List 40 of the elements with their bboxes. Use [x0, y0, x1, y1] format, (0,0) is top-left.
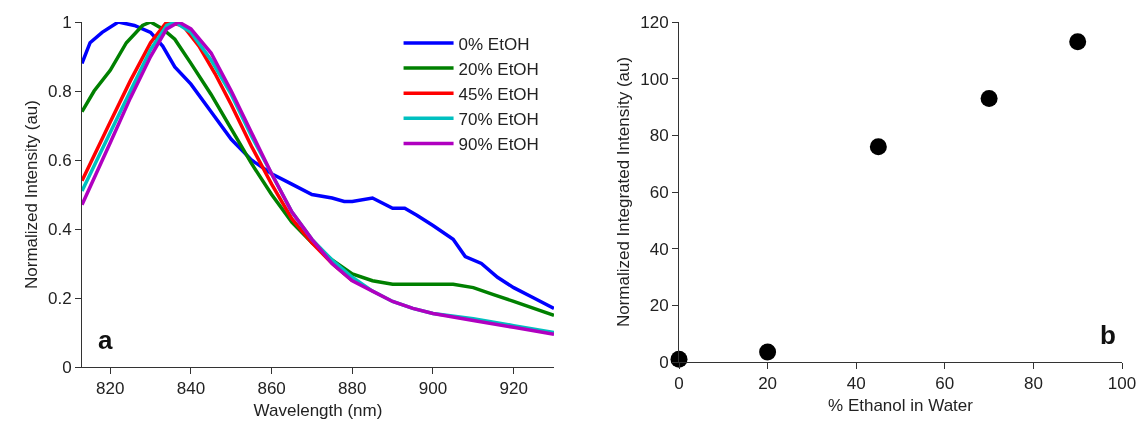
x-axis-title: % Ethanol in Water [828, 395, 974, 415]
x-tick-label: 920 [499, 379, 528, 399]
y-tick-label: 0 [659, 352, 669, 372]
x-tick-label: 900 [418, 379, 448, 399]
legend-label: 0% EtOH [458, 34, 530, 54]
x-tick-label: 860 [257, 379, 286, 399]
point [869, 138, 887, 156]
y-tick-label: 0.2 [47, 288, 72, 308]
y-tick-label: 60 [649, 182, 669, 202]
x-tick-label: 60 [935, 374, 955, 394]
x-tick-label: 40 [846, 374, 866, 394]
y-tick-label: 0.6 [47, 150, 72, 170]
y-axis-title: Normalized Intensity (au) [21, 100, 41, 289]
x-tick-label: 20 [758, 374, 778, 394]
legend-label: 70% EtOH [458, 109, 539, 129]
y-tick-label: 80 [649, 126, 669, 146]
y-tick-label: 120 [640, 12, 669, 32]
x-tick-label: 840 [176, 379, 206, 399]
x-tick-label: 0 [674, 374, 684, 394]
x-tick-label: 80 [1023, 374, 1043, 394]
y-tick-label: 0.4 [47, 219, 72, 239]
annotation: b [1100, 320, 1116, 350]
legend-label: 20% EtOH [458, 59, 539, 79]
x-axis-title: Wavelength (nm) [253, 400, 383, 420]
x-tick-label: 100 [1107, 374, 1137, 394]
legend-label: 90% EtOH [458, 135, 539, 155]
point [980, 90, 998, 107]
y-tick-label: 0.8 [47, 81, 72, 101]
x-tick-label: 880 [338, 379, 367, 399]
annotation: a [98, 325, 113, 355]
y-tick-label: 20 [649, 296, 669, 316]
y-tick-label: 100 [640, 69, 669, 89]
y-tick-label: 0 [62, 357, 72, 377]
x-tick-label: 820 [96, 379, 125, 399]
y-tick-label: 1 [62, 12, 72, 32]
legend-label: 45% EtOH [458, 84, 539, 104]
y-axis-title: Normalized Integrated Intensity (au) [613, 56, 633, 328]
point [759, 343, 777, 361]
point [1069, 33, 1087, 51]
y-tick-label: 40 [649, 239, 669, 259]
